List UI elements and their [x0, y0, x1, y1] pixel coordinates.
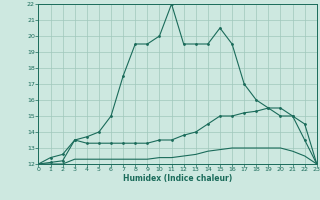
X-axis label: Humidex (Indice chaleur): Humidex (Indice chaleur) — [123, 174, 232, 183]
